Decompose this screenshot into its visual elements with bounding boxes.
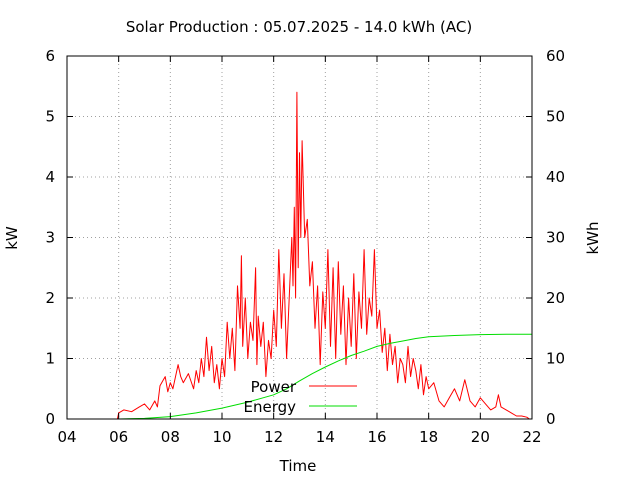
x-tick-label: 06 xyxy=(109,428,128,446)
y-tick-label: 1 xyxy=(45,350,55,368)
x-tick-label: 16 xyxy=(367,428,386,446)
grid xyxy=(67,56,532,419)
y-tick-label: 4 xyxy=(45,168,55,186)
y2-tick-label: 40 xyxy=(546,168,565,186)
x-tick-label: 04 xyxy=(57,428,76,446)
legend-label-energy: Energy xyxy=(243,398,296,416)
y2-tick-label: 50 xyxy=(546,108,565,126)
series-layer xyxy=(116,91,532,420)
y2-tick-label: 0 xyxy=(546,410,556,428)
x-tick-label: 22 xyxy=(522,428,541,446)
x-tick-label: 08 xyxy=(161,428,180,446)
x-tick-label: 14 xyxy=(316,428,335,446)
y2-tick-label: 60 xyxy=(546,47,565,65)
series-line-power xyxy=(116,91,530,420)
x-tick-label: 10 xyxy=(212,428,231,446)
legend: Power Energy xyxy=(243,378,357,416)
x-axis-label: Time xyxy=(279,457,317,475)
y-axis-label: kW xyxy=(3,226,21,250)
x-tick-label: 12 xyxy=(264,428,283,446)
legend-label-power: Power xyxy=(251,378,297,396)
y2-tick-label: 20 xyxy=(546,289,565,307)
y-tick-label: 5 xyxy=(45,108,55,126)
y2-axis-label: kWh xyxy=(584,221,602,254)
x-tick-label: 20 xyxy=(471,428,490,446)
y-tick-label: 2 xyxy=(45,289,55,307)
x-tick-label: 18 xyxy=(419,428,438,446)
y2-tick-label: 30 xyxy=(546,229,565,247)
y2-tick-label: 10 xyxy=(546,350,565,368)
chart-title: Solar Production : 05.07.2025 - 14.0 kWh… xyxy=(126,18,472,36)
y-tick-label: 6 xyxy=(45,47,55,65)
series-line-energy xyxy=(118,333,532,420)
y-tick-label: 0 xyxy=(45,410,55,428)
y-tick-label: 3 xyxy=(45,229,55,247)
